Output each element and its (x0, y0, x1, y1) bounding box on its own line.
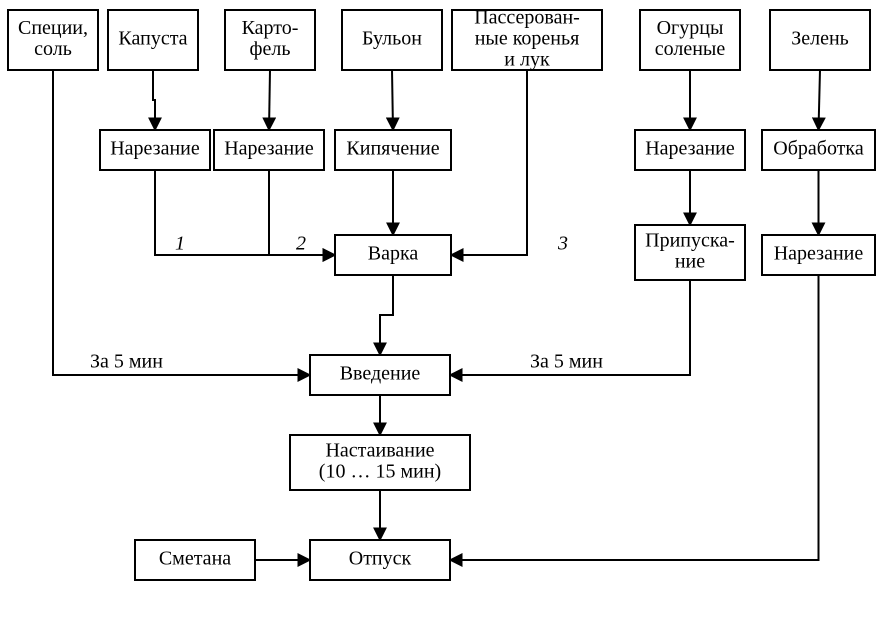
node-label: Варка (368, 243, 419, 265)
node-cut_cuc: Нарезание (635, 130, 745, 170)
node-cut_potato: Нарезание (214, 130, 324, 170)
edge-label: За 5 мин (90, 351, 163, 373)
node-label: Специи, (18, 17, 88, 39)
node-label: Нарезание (110, 138, 200, 160)
node-label: Нарезание (774, 243, 864, 265)
node-infuse: Настаивание(10 … 15 мин) (290, 435, 470, 490)
node-label: Отпуск (349, 548, 412, 570)
node-cabbage: Капуста (108, 10, 198, 70)
node-boil: Кипячение (335, 130, 451, 170)
node-label: Огурцы (657, 17, 724, 39)
node-label: фель (250, 38, 291, 60)
node-process: Обработка (762, 130, 875, 170)
node-greens: Зелень (770, 10, 870, 70)
node-label: Обработка (773, 138, 864, 160)
node-broth: Бульон (342, 10, 442, 70)
node-label: Сметана (159, 548, 231, 570)
node-intro: Введение (310, 355, 450, 395)
node-label: Кипячение (346, 138, 439, 160)
node-label: Введение (340, 363, 421, 385)
node-cook: Варка (335, 235, 451, 275)
node-cut_cabbage: Нарезание (100, 130, 210, 170)
node-potato: Карто-фель (225, 10, 315, 70)
edge-number: 1 (175, 233, 185, 255)
node-label: Припуска- (645, 230, 735, 252)
node-label: Бульон (362, 28, 422, 50)
node-cut_greens: Нарезание (762, 235, 875, 275)
node-label: (10 … 15 мин) (319, 461, 441, 483)
node-serve: Отпуск (310, 540, 450, 580)
node-label: Зелень (791, 28, 849, 50)
edge-number: 2 (296, 233, 306, 255)
node-label: соленые (655, 38, 726, 60)
node-spices: Специи,соль (8, 10, 98, 70)
node-cucumber: Огурцысоленые (640, 10, 740, 70)
node-label: Нарезание (645, 138, 735, 160)
node-smetana: Сметана (135, 540, 255, 580)
node-label: Пассерован- (474, 7, 580, 29)
node-label: и лук (504, 49, 550, 71)
edge-label: За 5 мин (530, 351, 603, 373)
node-roots: Пассерован-ные кореньяи лук (452, 7, 602, 71)
node-label: Капуста (118, 28, 187, 50)
node-label: соль (34, 38, 72, 60)
node-label: Нарезание (224, 138, 314, 160)
node-label: Карто- (242, 17, 299, 39)
node-label: ные коренья (475, 28, 580, 50)
node-label: ние (675, 251, 705, 273)
node-poach: Припуска-ние (635, 225, 745, 280)
edge-number: 3 (557, 233, 568, 255)
node-label: Настаивание (325, 440, 434, 462)
